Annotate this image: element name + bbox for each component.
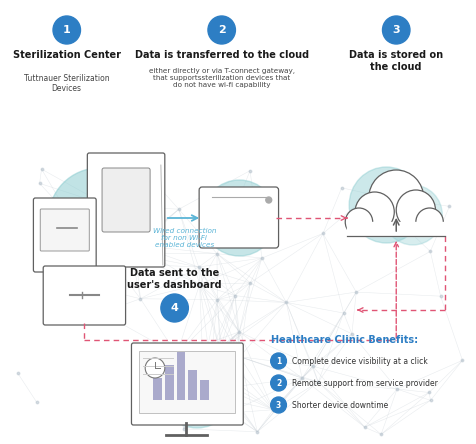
Circle shape	[349, 167, 424, 243]
Text: 1: 1	[276, 357, 281, 365]
Circle shape	[271, 397, 287, 413]
Circle shape	[208, 16, 236, 44]
Text: 3: 3	[276, 400, 281, 409]
Circle shape	[396, 190, 436, 230]
Text: 2: 2	[218, 25, 226, 35]
Circle shape	[53, 16, 80, 44]
Text: 4: 4	[171, 303, 178, 313]
Circle shape	[416, 208, 443, 236]
Text: Healthcare Clinic Benefits:: Healthcare Clinic Benefits:	[271, 335, 418, 345]
Text: Data sent to the
user's dashboard: Data sent to the user's dashboard	[127, 269, 222, 290]
Circle shape	[160, 352, 235, 428]
Text: 3: 3	[392, 25, 400, 35]
Circle shape	[271, 353, 287, 369]
FancyBboxPatch shape	[33, 198, 96, 272]
Bar	[153, 378, 162, 400]
FancyBboxPatch shape	[347, 222, 445, 236]
Text: Remote support from service provider: Remote support from service provider	[292, 378, 438, 388]
Circle shape	[271, 375, 287, 391]
Text: Shorter device downtime: Shorter device downtime	[292, 400, 388, 409]
FancyBboxPatch shape	[139, 351, 236, 413]
Circle shape	[161, 294, 188, 322]
Bar	[165, 365, 174, 400]
Circle shape	[345, 208, 373, 236]
Text: Sterilization Center: Sterilization Center	[13, 50, 121, 60]
Text: 2: 2	[276, 378, 281, 388]
Text: Complete device visibility at a click: Complete device visibility at a click	[292, 357, 428, 365]
FancyBboxPatch shape	[87, 153, 165, 267]
Text: Data is stored on
the cloud: Data is stored on the cloud	[349, 50, 443, 71]
Circle shape	[369, 170, 424, 226]
Circle shape	[48, 168, 150, 272]
FancyBboxPatch shape	[199, 187, 278, 248]
Text: 1: 1	[63, 25, 70, 35]
Text: Tuttnauer Sterilization
Devices: Tuttnauer Sterilization Devices	[24, 74, 109, 93]
FancyBboxPatch shape	[43, 266, 126, 325]
Bar	[200, 380, 209, 400]
FancyBboxPatch shape	[102, 168, 150, 232]
FancyBboxPatch shape	[131, 343, 243, 425]
Circle shape	[355, 192, 394, 232]
Circle shape	[384, 185, 442, 245]
Circle shape	[202, 180, 277, 256]
Text: Data is transferred to the cloud: Data is transferred to the cloud	[135, 50, 309, 60]
Text: either directly or via T-connect gateway,
that supportssterilization devices tha: either directly or via T-connect gateway…	[149, 68, 295, 88]
Circle shape	[266, 197, 272, 203]
Bar	[188, 370, 197, 400]
Circle shape	[383, 16, 410, 44]
Circle shape	[145, 358, 165, 378]
FancyBboxPatch shape	[40, 209, 89, 251]
Bar	[177, 352, 186, 400]
Text: Wired connection
for non Wi-Fi
enabled devices: Wired connection for non Wi-Fi enabled d…	[153, 228, 216, 248]
